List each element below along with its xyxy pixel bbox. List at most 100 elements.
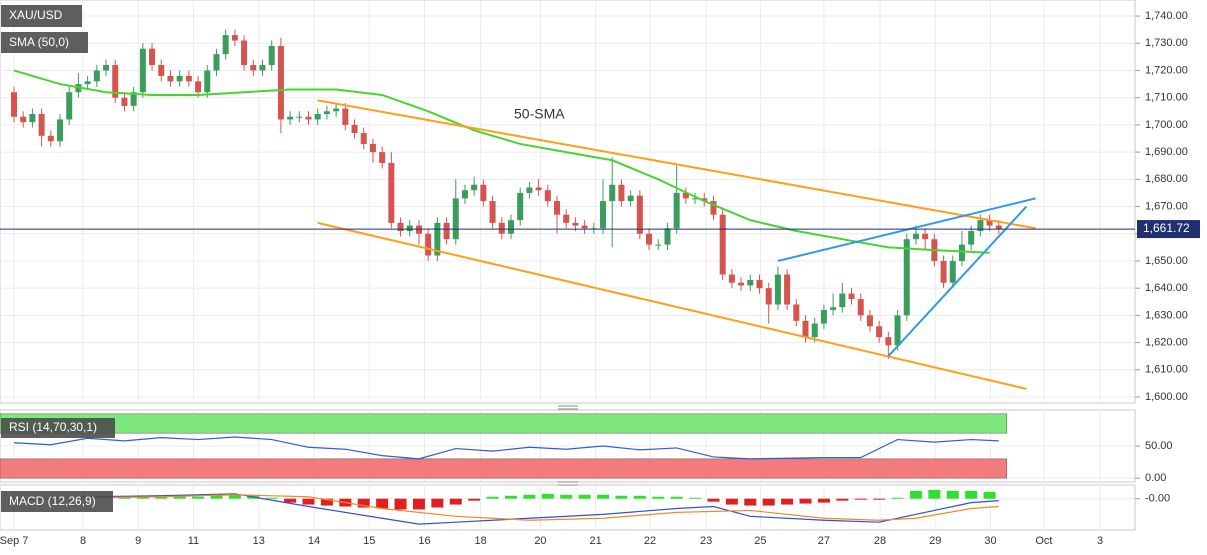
candle-body [986, 220, 993, 226]
candle-body [149, 48, 156, 66]
candle-body [646, 233, 653, 245]
candle-body [958, 244, 965, 261]
rsi-band [0, 413, 1008, 434]
candle-body [425, 233, 432, 256]
macd-histogram-bar [689, 497, 702, 499]
macd-histogram-bar [725, 498, 738, 505]
candle-body [121, 97, 128, 106]
candle-body [158, 65, 165, 76]
candle-body [93, 70, 100, 82]
y-tick-label: 0.00 [1145, 472, 1166, 484]
macd-panel [0, 484, 1136, 531]
macd-histogram-bar [118, 497, 131, 499]
y-tick-label: 1,620.00 [1145, 336, 1188, 348]
candle-body [728, 274, 735, 283]
candle-body [379, 152, 386, 163]
candle-body [20, 116, 27, 123]
y-tick-label: 1,710.00 [1145, 92, 1188, 104]
y-tick-label: 1,730.00 [1145, 37, 1188, 49]
macd-histogram-bar [578, 494, 591, 499]
candle-body [489, 201, 496, 223]
candle-body [406, 225, 413, 232]
candle-body [968, 231, 975, 245]
main-panel [0, 0, 1136, 404]
title-box [1, 5, 82, 27]
macd-histogram-bar [265, 497, 278, 499]
candle-body [885, 337, 892, 346]
macd-histogram-bar [909, 490, 922, 499]
candle-body [314, 114, 321, 120]
candle-body [554, 201, 561, 215]
macd-histogram-bar [854, 498, 867, 500]
candle-body [268, 45, 275, 66]
candle-body [802, 320, 809, 338]
macd-histogram-bar [210, 495, 223, 499]
candle-body [480, 184, 487, 202]
candle-body [738, 282, 745, 286]
macd-histogram-bar [928, 489, 941, 499]
plot-layer [0, 0, 1135, 530]
last-price-label: 1,661.72 [1143, 221, 1190, 235]
candle-body [130, 92, 137, 106]
candle-body [894, 315, 901, 346]
candle-body [204, 70, 211, 93]
x-tick-label: 27 [818, 535, 830, 547]
y-tick-label: 1,700.00 [1145, 119, 1188, 131]
x-tick-label: Sep 7 [0, 535, 28, 547]
y-tick-label: 1,610.00 [1145, 364, 1188, 376]
candle-body [498, 222, 505, 234]
macd-histogram-bar [504, 495, 517, 499]
candle-body [940, 260, 947, 283]
x-tick-label: 16 [418, 535, 430, 547]
candle-body [848, 293, 855, 300]
macd-histogram-bar [486, 496, 499, 499]
candle-body [830, 307, 837, 310]
trend-line [887, 205, 1028, 357]
trend-line [317, 221, 1027, 390]
candle-body [747, 280, 754, 286]
rsi-line [13, 436, 999, 460]
candle-body [774, 274, 781, 305]
macd-histogram-bar [302, 498, 315, 505]
candle-body [903, 239, 910, 316]
candle-body [839, 293, 846, 308]
candle-body [351, 124, 358, 134]
candle-body [388, 162, 395, 223]
macd-histogram-bar [615, 495, 628, 499]
y-tick-label: 1,720.00 [1145, 64, 1188, 76]
x-tick-label: 15 [363, 535, 375, 547]
candle-body [563, 214, 570, 223]
candle-body [38, 114, 45, 136]
candle-body [535, 187, 542, 191]
y-tick-label: -0.00 [1145, 493, 1170, 505]
macd-histogram-bar [431, 498, 444, 508]
candle-body [977, 220, 984, 232]
candle-body [471, 184, 478, 191]
x-tick-label: 21 [590, 535, 602, 547]
macd-histogram-bar [983, 491, 996, 499]
macd-histogram-bar [192, 496, 205, 499]
candle-body [250, 65, 257, 71]
macd-histogram-bar [762, 498, 775, 506]
candle-body [572, 222, 579, 226]
macd-histogram-bar [836, 498, 849, 501]
candle-body [912, 233, 919, 240]
macd-histogram-bar [320, 498, 333, 506]
candle-body [682, 192, 689, 199]
x-tick-label: 22 [644, 535, 656, 547]
x-tick-label: 25 [754, 535, 766, 547]
candle-body [323, 111, 330, 115]
candle-body [185, 75, 192, 82]
candle-body [222, 35, 229, 55]
candle-body [784, 274, 791, 305]
candle-body [618, 184, 625, 202]
candle-body [443, 222, 450, 240]
x-tick-label: 9 [135, 535, 141, 547]
y-tick-label: 1,690.00 [1145, 146, 1188, 158]
macd-histogram-bar [799, 498, 812, 504]
x-tick-label: 3 [1097, 535, 1103, 547]
candle-body [820, 309, 827, 324]
candle-body [195, 81, 202, 93]
macd-histogram-bar [946, 490, 959, 499]
macd-histogram-bar [228, 494, 241, 499]
